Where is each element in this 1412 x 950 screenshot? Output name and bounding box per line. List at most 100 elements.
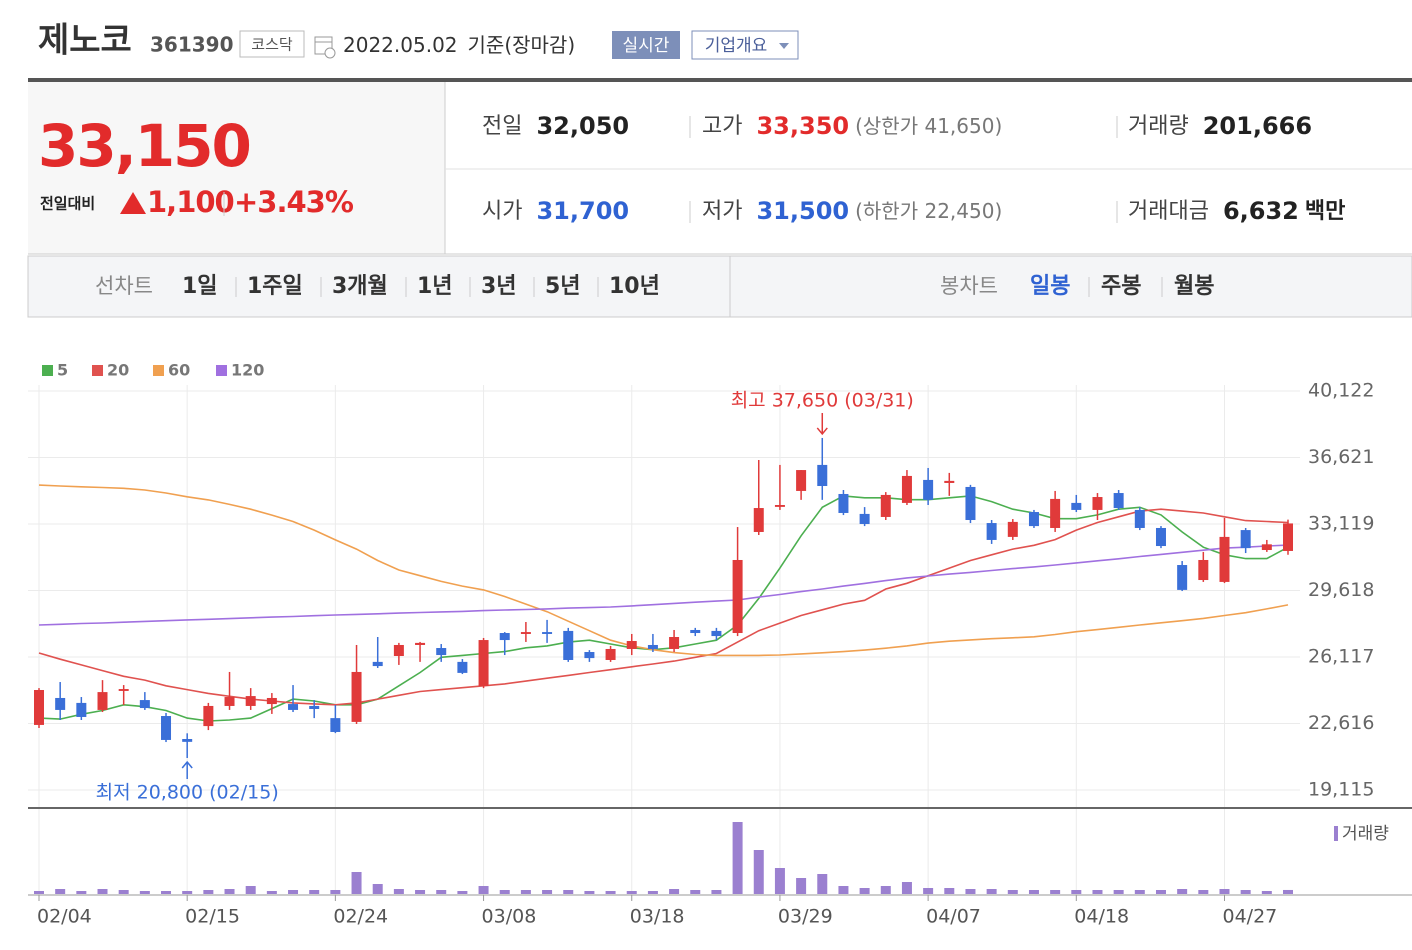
candle-body: [838, 493, 849, 513]
volume-bar: [118, 890, 129, 894]
info-label: 거래대금: [1128, 199, 1209, 224]
market-badge: [239, 30, 305, 58]
tab-bar: [27, 255, 1412, 318]
company-label[interactable]: 기업개요: [705, 36, 768, 56]
candle-body: [563, 630, 574, 660]
candle-body: [584, 652, 595, 659]
volume-bar: [1092, 890, 1103, 894]
realtime-button[interactable]: [612, 31, 680, 59]
volume-bar: [372, 884, 383, 894]
volume-bar: [97, 889, 108, 894]
period-tab[interactable]: 10년: [609, 274, 660, 299]
candle-body: [393, 644, 404, 656]
info-label: 전일: [482, 114, 522, 139]
candle-body: [118, 689, 129, 691]
volume-bar: [1113, 890, 1124, 894]
candle-body: [901, 475, 912, 503]
realtime-label[interactable]: 실시간: [623, 36, 670, 56]
candle-body: [161, 716, 172, 740]
candle-body: [605, 648, 616, 660]
legend-swatch: [153, 365, 164, 376]
candle-tab[interactable]: 일봉: [1030, 274, 1070, 299]
volume-bar: [690, 890, 701, 894]
change: 1,100: [147, 185, 234, 219]
info-label: 저가: [702, 199, 742, 224]
volume-bar: [1134, 890, 1145, 894]
volume-bar: [542, 890, 553, 894]
dropdown-arrow: [779, 43, 789, 49]
info-value: 33,350: [756, 112, 849, 140]
candle-body: [478, 640, 489, 687]
volume-bar: [880, 886, 891, 894]
volume-bar: [55, 889, 66, 894]
x-tick-label: 03/18: [630, 906, 685, 928]
annotation: 최고 37,650 (03/31): [731, 390, 914, 412]
moving-average: [38, 495, 1289, 722]
volume-bar: [415, 890, 426, 894]
candle-tab[interactable]: 주봉: [1101, 274, 1141, 299]
volume-bar: [1028, 890, 1039, 894]
candle-body: [436, 648, 447, 656]
change-rate: +3.43%: [234, 185, 354, 219]
info-item: 고가 33,350 (상한가 41,650): [702, 112, 1002, 140]
volume-bar: [796, 878, 807, 894]
date-line: 2022.05.02 기준(장마감): [343, 33, 575, 57]
stock-name: 제노코: [38, 21, 132, 61]
volume-bar: [436, 890, 447, 894]
candle-body: [1240, 530, 1251, 549]
company-button[interactable]: [691, 30, 799, 60]
period-tab[interactable]: 3개월: [332, 274, 388, 299]
period-tab[interactable]: 3년: [481, 274, 517, 299]
volume-bar: [838, 886, 849, 894]
volume-bar: [457, 891, 468, 894]
volume-bar: [224, 889, 235, 894]
arrow-head: [816, 427, 828, 436]
y-tick-label: 29,618: [1308, 579, 1374, 601]
legend-swatch: [216, 365, 227, 376]
info-value: 31,500: [756, 197, 849, 225]
volume-bar: [1283, 889, 1293, 894]
moving-average: [38, 508, 1289, 706]
candle-tab[interactable]: 월봉: [1174, 274, 1214, 299]
candle-body: [774, 505, 785, 507]
candle-body: [372, 661, 383, 667]
period-tab[interactable]: 5년: [545, 274, 581, 299]
info-item: 거래대금 6,632 백만: [1128, 197, 1345, 225]
candle-body: [351, 671, 362, 722]
volume-bar: [478, 886, 489, 894]
period-tab[interactable]: 1주일: [247, 274, 303, 299]
period-tab[interactable]: 1년: [417, 274, 453, 299]
info-item: 저가 31,500 (하한가 22,450): [702, 197, 1002, 225]
x-tick-label: 03/29: [778, 906, 833, 928]
legend-swatch: [42, 365, 53, 376]
volume-legend-swatch: [1334, 826, 1338, 841]
candle-body: [965, 486, 976, 521]
volume-bar: [288, 890, 299, 894]
candle-body: [1177, 565, 1188, 590]
volume-bar: [584, 891, 595, 894]
volume-label: 거래량: [1342, 824, 1389, 844]
volume-bar: [161, 891, 172, 894]
x-tick-label: 04/07: [926, 906, 981, 928]
info-item: 전일 32,050: [482, 112, 629, 140]
candle-body: [499, 633, 510, 641]
candle-body: [690, 629, 701, 634]
legend-label: 60: [168, 361, 190, 380]
candle-body: [1050, 498, 1061, 528]
volume-bar: [753, 850, 764, 894]
candle-body: [796, 470, 807, 491]
candle-body: [1092, 497, 1103, 510]
candle-body: [245, 696, 256, 706]
volume-bar: [711, 890, 722, 894]
volume-bar: [1050, 890, 1061, 894]
candle-body: [203, 705, 214, 727]
info-label: 고가: [702, 114, 742, 139]
period-tab[interactable]: 1일: [182, 274, 218, 299]
volume-bar: [563, 890, 574, 894]
candle-body: [923, 479, 934, 500]
volume-bar: [774, 868, 785, 894]
stock-code: 361390: [150, 33, 234, 57]
candle-chart-label: 봉차트: [940, 274, 998, 298]
volume-bar: [817, 874, 828, 894]
